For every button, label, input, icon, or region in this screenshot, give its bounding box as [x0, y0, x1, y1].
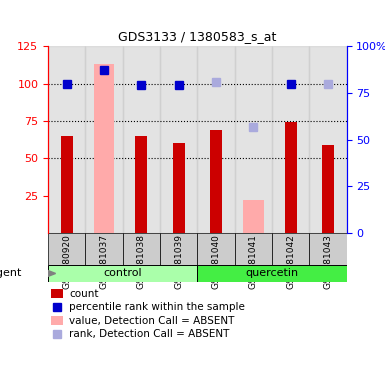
- Bar: [123, 233, 160, 265]
- Bar: [197, 265, 346, 282]
- Bar: [48, 46, 85, 233]
- Bar: [322, 145, 334, 233]
- Text: control: control: [104, 268, 142, 278]
- Bar: [309, 233, 346, 265]
- Bar: [94, 64, 114, 233]
- Bar: [243, 200, 263, 233]
- Bar: [173, 143, 185, 233]
- Text: GSM181039: GSM181039: [174, 234, 183, 289]
- Bar: [210, 130, 222, 233]
- Bar: [197, 46, 234, 233]
- Bar: [136, 136, 147, 233]
- Text: rank, Detection Call = ABSENT: rank, Detection Call = ABSENT: [69, 329, 229, 339]
- Bar: [160, 46, 197, 233]
- Bar: [85, 233, 123, 265]
- Bar: [272, 46, 309, 233]
- Bar: [234, 233, 272, 265]
- Polygon shape: [42, 268, 55, 278]
- Bar: [234, 46, 272, 233]
- Bar: [48, 233, 85, 265]
- Bar: [51, 290, 63, 298]
- Text: quercetin: quercetin: [245, 268, 298, 278]
- Bar: [272, 233, 309, 265]
- Bar: [197, 233, 234, 265]
- Text: value, Detection Call = ABSENT: value, Detection Call = ABSENT: [69, 316, 234, 326]
- Bar: [285, 122, 296, 233]
- Bar: [48, 265, 197, 282]
- Text: GSM181043: GSM181043: [323, 234, 332, 289]
- Text: GSM180920: GSM180920: [62, 234, 71, 289]
- Bar: [85, 46, 123, 233]
- Bar: [309, 46, 346, 233]
- Text: percentile rank within the sample: percentile rank within the sample: [69, 302, 245, 312]
- Bar: [61, 136, 73, 233]
- Title: GDS3133 / 1380583_s_at: GDS3133 / 1380583_s_at: [118, 30, 276, 43]
- Bar: [51, 316, 63, 325]
- Bar: [160, 233, 197, 265]
- Text: GSM181038: GSM181038: [137, 234, 146, 289]
- Text: count: count: [69, 289, 99, 299]
- Text: GSM181042: GSM181042: [286, 234, 295, 289]
- Text: GSM181041: GSM181041: [249, 234, 258, 289]
- Text: GSM181037: GSM181037: [100, 234, 109, 289]
- Text: agent: agent: [0, 268, 22, 278]
- Bar: [123, 46, 160, 233]
- Text: GSM181040: GSM181040: [211, 234, 221, 289]
